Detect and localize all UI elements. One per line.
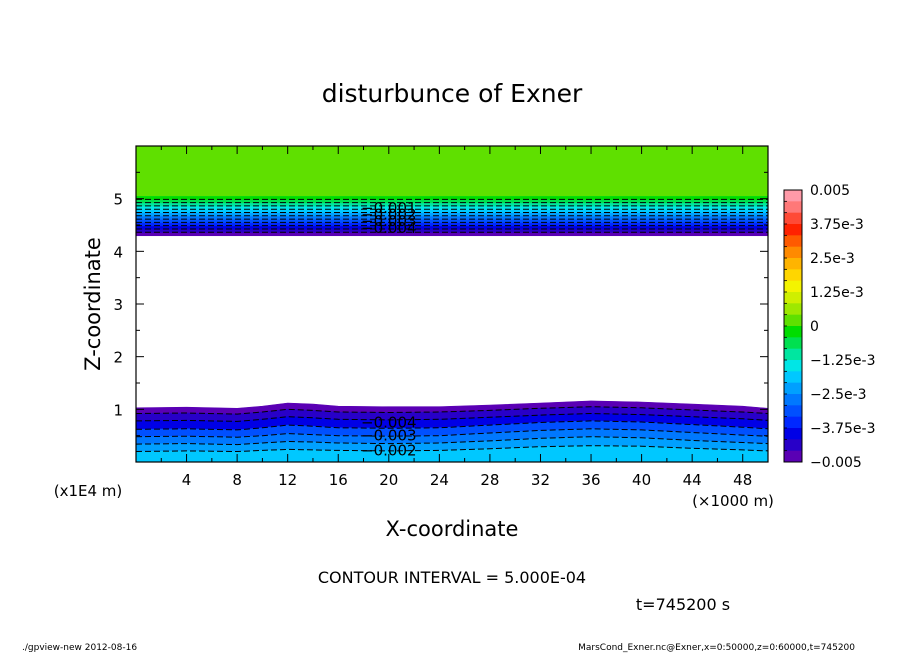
colorbar-segment	[784, 224, 802, 236]
contour-labels: −0.001−0.002−0.003−0.004−0.004−0.003−0.0…	[361, 199, 417, 459]
x-tick-label: 36	[581, 471, 600, 489]
x-tick-label: 12	[278, 471, 297, 489]
plot-area	[136, 146, 768, 462]
colorbar-segment	[784, 371, 802, 383]
y-tick-label: 1	[113, 401, 123, 419]
colorbar-segment	[784, 383, 802, 395]
contour-interval-text: CONTOUR INTERVAL = 5.000E-04	[318, 568, 586, 587]
colorbar-segment	[784, 360, 802, 372]
y-tick-label: 5	[113, 191, 123, 209]
time-text: t=745200 s	[636, 595, 730, 614]
x-tick-label: 16	[329, 471, 348, 489]
x-tick-label: 48	[733, 471, 752, 489]
x-tick-label: 40	[632, 471, 651, 489]
upper-band-layer	[136, 232, 768, 236]
colorbar-segment	[784, 190, 802, 202]
x-tick-label: 4	[182, 471, 192, 489]
colorbar-label: 0.005	[810, 183, 850, 199]
upper-zero-region	[136, 146, 768, 196]
colorbar-segment	[784, 201, 802, 213]
colorbar-segment	[784, 303, 802, 315]
colorbar-labels: 0.005 3.75e-3 2.5e-3 1.25e-3 0 −1.25e-3 −2.5e-…	[810, 183, 875, 471]
colorbar-segment	[784, 394, 802, 406]
colorbar-label: 0	[810, 319, 819, 335]
colorbar-segment	[784, 417, 802, 429]
contour-label: −0.004	[361, 219, 417, 237]
colorbar-segment	[784, 428, 802, 440]
colorbar-label: 3.75e-3	[810, 217, 864, 233]
colorbar-segment	[784, 269, 802, 281]
y-axis-label: Z-coordinate	[81, 237, 105, 371]
x-tick-label: 20	[379, 471, 398, 489]
x-axis-label: X-coordinate	[386, 517, 519, 541]
colorbar-label: −1.25e-3	[810, 353, 875, 369]
footer-left: ./gpview-new 2012-08-16	[22, 643, 137, 653]
y-tick-label: 2	[113, 349, 123, 367]
colorbar-segment	[784, 315, 802, 327]
colorbar-segment	[784, 281, 802, 293]
colorbar-segment	[784, 337, 802, 349]
chart-title: disturbunce of Exner	[322, 79, 583, 108]
x-unit-label: (×1000 m)	[692, 492, 774, 510]
colorbar-segment	[784, 247, 802, 259]
colorbar-segment	[784, 349, 802, 361]
colorbar-segment	[784, 292, 802, 304]
colorbar-segment	[784, 235, 802, 247]
colorbar-label: −2.5e-3	[810, 387, 867, 403]
y-tick-label: 4	[113, 243, 123, 261]
x-tick-label: 24	[430, 471, 449, 489]
x-tick-label: 8	[232, 471, 242, 489]
x-tick-label: 28	[480, 471, 499, 489]
colorbar-segment	[784, 213, 802, 225]
colorbar-label: −3.75e-3	[810, 421, 875, 437]
colorbar-segment	[784, 439, 802, 451]
footer-right: MarsCond_Exner.nc@Exner,x=0:50000,z=0:60…	[578, 643, 855, 653]
x-tick-label: 44	[683, 471, 702, 489]
y-tick-label: 3	[113, 296, 123, 314]
colorbar-segment	[784, 451, 802, 463]
colorbar	[784, 190, 802, 462]
colorbar-segment	[784, 405, 802, 417]
colorbar-label: 1.25e-3	[810, 285, 864, 301]
colorbar-label: −0.005	[810, 455, 862, 471]
y-unit-label: (x1E4 m)	[54, 482, 123, 500]
colorbar-segment	[784, 258, 802, 270]
colorbar-segment	[784, 326, 802, 338]
colorbar-label: 2.5e-3	[810, 251, 855, 267]
x-tick-label: 32	[531, 471, 550, 489]
